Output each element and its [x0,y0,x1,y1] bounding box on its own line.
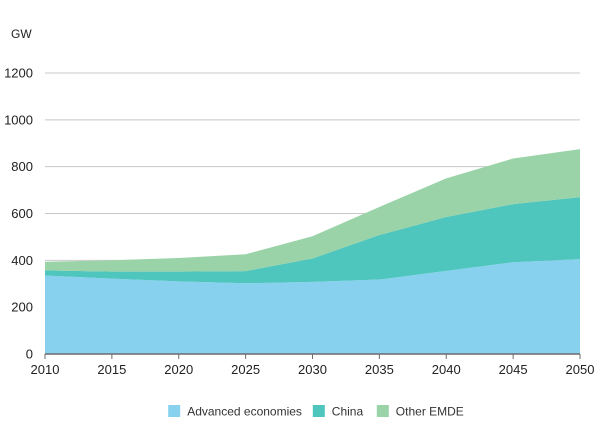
legend-label-china: China [332,405,364,419]
x-tick-label-2030: 2030 [298,362,327,377]
x-tick-label-2045: 2045 [499,362,528,377]
axes: 0 200 400 600 800 1000 1200 2010 2015 2020 2025 203… [4,66,594,378]
y-tick-label-0: 0 [26,347,33,362]
y-tick-label-400: 400 [11,253,33,268]
x-tick-label-2020: 2020 [164,362,193,377]
area-series-advanced-economies [45,259,580,354]
y-tick-label-1200: 1200 [4,66,33,81]
x-tick-label-2010: 2010 [31,362,60,377]
legend-swatch-other-emde [376,405,389,417]
y-tick-label-1000: 1000 [4,112,33,127]
area-series-china [45,197,580,284]
y-axis-unit-label: GW [11,27,32,41]
legend: Advanced economies China Other EMDE [168,405,464,419]
stacked-areas [45,149,580,354]
y-tick-label-600: 600 [11,206,33,221]
x-tick-label-2025: 2025 [231,362,260,377]
x-tick-label-2040: 2040 [432,362,461,377]
x-tick-label-2050: 2050 [566,362,595,377]
x-tick-label-2035: 2035 [365,362,394,377]
area-series-other-emde [45,149,580,272]
y-tick-label-200: 200 [11,300,33,315]
legend-label-other-emde: Other EMDE [396,405,464,419]
legend-swatch-china [312,405,325,417]
x-tick-label-2015: 2015 [97,362,126,377]
legend-swatch-advanced-economies [168,405,181,417]
legend-label-advanced-economies: Advanced economies [187,405,302,419]
y-tick-label-800: 800 [11,159,33,174]
